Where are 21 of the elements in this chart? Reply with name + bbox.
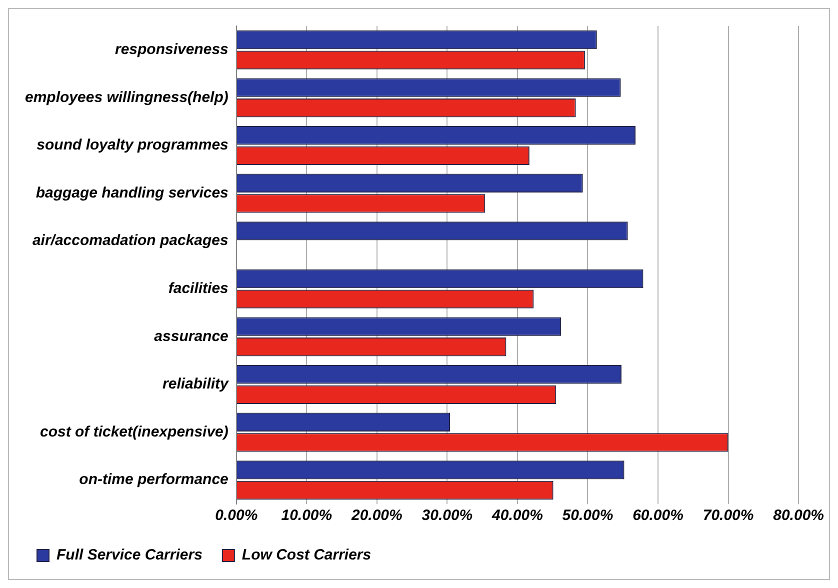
y-tick-label: employees willingness(help) — [24, 88, 228, 106]
y-tick-label: cost of ticket(inexpensive) — [40, 423, 228, 440]
y-tick-label: air/accomadation packages — [32, 232, 228, 250]
x-tick-label: 80.00% — [773, 507, 824, 524]
x-tick-label: 50.00% — [562, 507, 614, 524]
legend-label: Low Cost Carriers — [242, 546, 372, 564]
y-tick-label: sound loyalty programmes — [36, 136, 228, 154]
x-tick-label: 20.00% — [350, 507, 402, 524]
y-tick-label: responsiveness — [114, 41, 228, 58]
x-tick-label: 70.00% — [702, 507, 754, 524]
x-tick-label: 30.00% — [422, 507, 473, 524]
x-tick-label: 40.00% — [491, 507, 543, 524]
x-tick-label: 60.00% — [632, 507, 684, 524]
x-tick-label: 0.00% — [215, 507, 258, 524]
y-tick-label: baggage handling services — [36, 184, 228, 202]
y-tick-label: on-time performance — [79, 471, 228, 488]
y-tick-label: assurance — [154, 328, 228, 345]
y-tick-label: reliability — [162, 376, 230, 393]
legend-label: Full Service Carriers — [56, 546, 202, 564]
x-tick-label: 10.00% — [281, 507, 332, 524]
y-tick-label: facilities — [168, 280, 228, 298]
